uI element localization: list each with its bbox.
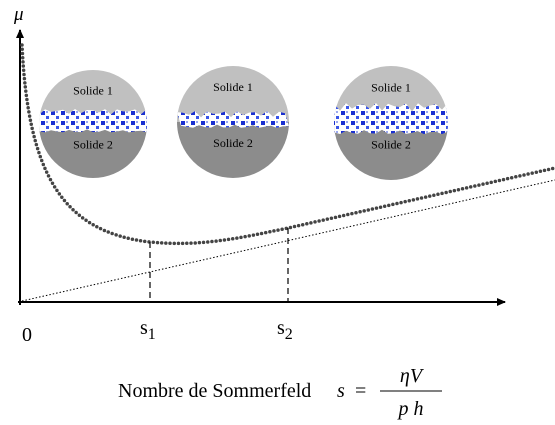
y-label: μ <box>13 4 24 25</box>
origin-label: 0 <box>22 324 32 346</box>
stribeck-curve <box>20 43 555 246</box>
s2-label: s2 <box>277 317 293 343</box>
solid-1-label: Solide 1 <box>73 83 113 97</box>
s1-label: s1 <box>140 317 156 343</box>
x-label: Nombre de Sommerfeld <box>118 380 311 402</box>
solid-2-label: Solide 2 <box>73 137 113 151</box>
interface-layer <box>334 103 448 135</box>
solid-2-label: Solide 2 <box>371 138 411 152</box>
solid-2-label: Solide 2 <box>213 136 253 150</box>
formula-eq: = <box>355 380 366 402</box>
solid-1-label: Solide 1 <box>371 81 411 95</box>
formula-numerator: ηV <box>400 365 425 387</box>
interface-layer <box>177 111 289 128</box>
solid-1-label: Solide 1 <box>213 80 253 94</box>
inset <box>334 66 448 180</box>
insets: Solide 1 Solide 2 Solide 1 Solide 2 Solide 1… <box>39 66 448 180</box>
interface-layer <box>39 109 147 133</box>
formula-denominator: p h <box>397 398 424 420</box>
formula-lhs: s <box>337 380 345 402</box>
